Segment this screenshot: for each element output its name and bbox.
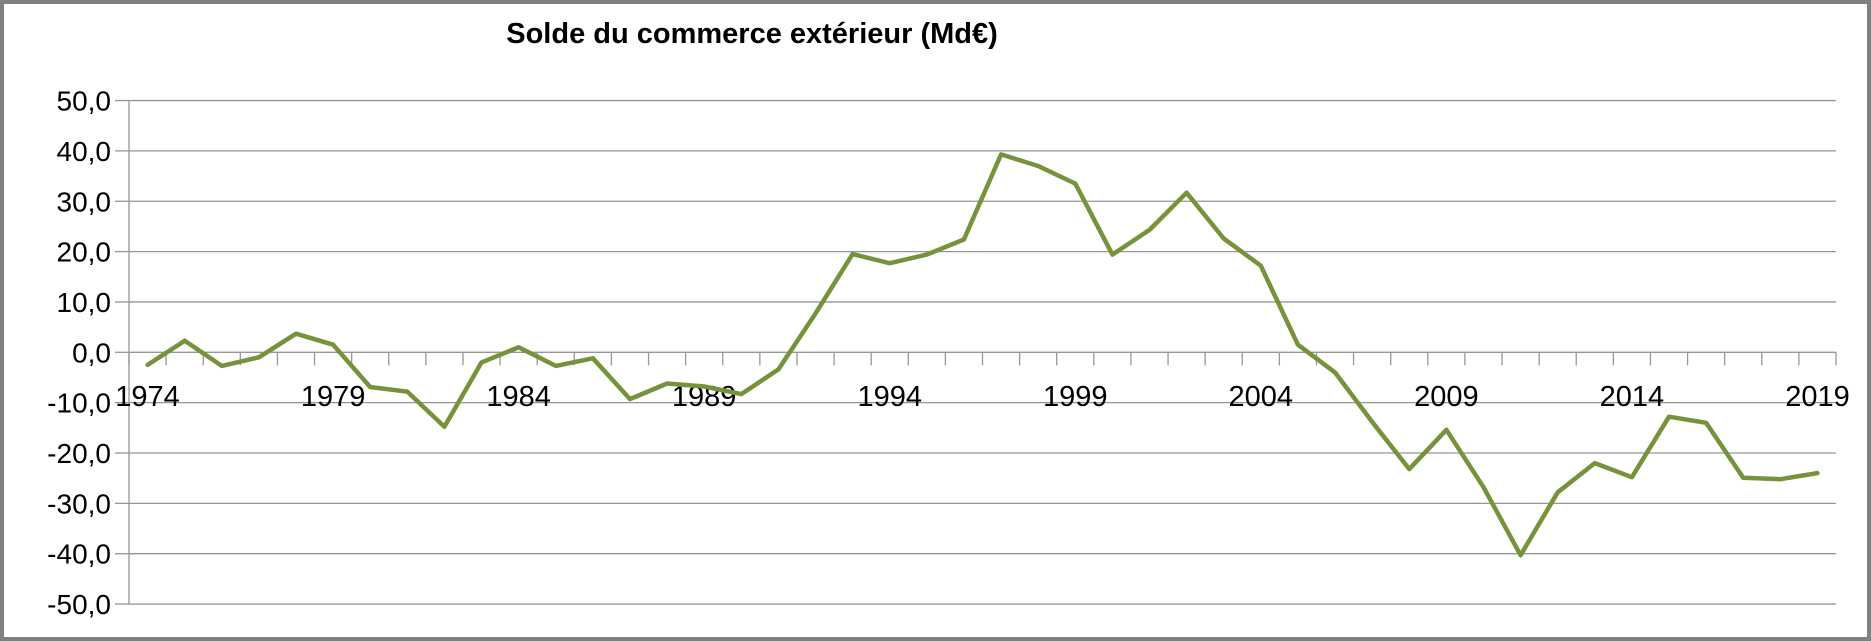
y-axis-tick-label: -20,0	[47, 438, 111, 469]
y-axis-tick-label: 40,0	[57, 136, 112, 167]
trade-balance-line	[145, 152, 1820, 558]
x-axis-tick-label: 1999	[1043, 381, 1108, 413]
x-axis-tick-label: 1979	[301, 381, 366, 413]
x-axis-tick-label: 2004	[1229, 381, 1294, 413]
y-axis-tick-label: 0,0	[72, 337, 111, 368]
y-axis-tick-label: -30,0	[47, 488, 111, 519]
x-axis-tick-label: 1974	[115, 381, 180, 413]
x-axis-tick-label: 1994	[857, 381, 922, 413]
x-axis-tick-label: 1984	[486, 381, 551, 413]
y-axis-tick-label: -50,0	[47, 589, 111, 620]
chart-title: Solde du commerce extérieur (Md€)	[506, 18, 998, 50]
x-axis-tick-label: 2019	[1785, 381, 1850, 413]
y-axis-tick-label: 30,0	[57, 186, 112, 217]
y-axis-tick-label: -40,0	[47, 539, 111, 570]
y-axis-tick-label: -10,0	[47, 388, 111, 419]
x-axis-tick-label: 2009	[1414, 381, 1479, 413]
y-axis-tick-label: 50,0	[57, 86, 112, 117]
y-axis-tick-label: 10,0	[57, 287, 112, 318]
x-axis-tick-label: 2014	[1600, 381, 1665, 413]
y-axis-tick-label: 20,0	[57, 237, 112, 268]
